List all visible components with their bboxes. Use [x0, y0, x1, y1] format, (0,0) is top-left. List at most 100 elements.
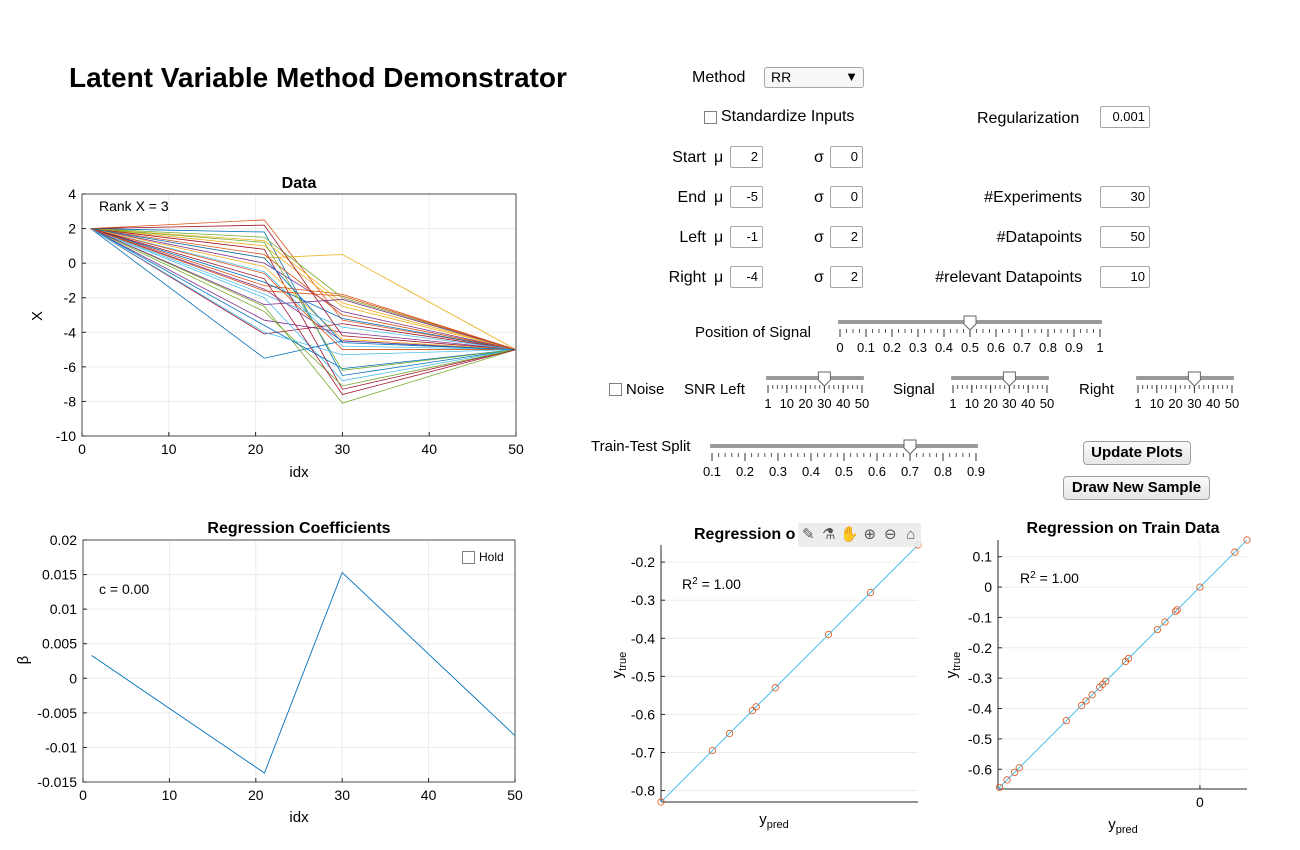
train-chart-title: Regression on Train Data [1027, 520, 1220, 537]
data-series-line [90, 228, 517, 350]
y-tick-label: -0.6 [968, 761, 992, 777]
slider-tick-label: 0.1 [857, 340, 875, 355]
left-mu-label: μ [714, 229, 724, 246]
train-chart-ylabel: ytrue [943, 652, 963, 678]
data-series-line [90, 228, 517, 350]
right-mu-label: μ [714, 269, 724, 286]
slider-tick-label: 40 [1021, 396, 1035, 411]
x-tick-label: 40 [421, 787, 437, 803]
slider-tick-label: 10 [1150, 396, 1164, 411]
snr-signal-label: Signal [893, 381, 935, 398]
test-chart-ylabel: ytrue [609, 652, 629, 678]
slider-tick-label: 1 [764, 396, 771, 411]
start-mu-field[interactable]: 2 [730, 146, 763, 168]
scatter-point [866, 588, 875, 597]
draw-new-sample-button[interactable]: Draw New Sample [1063, 476, 1210, 500]
y-tick-label: 4 [68, 186, 76, 202]
slider-tick-label: 1 [949, 396, 956, 411]
start-sigma-label: σ [814, 149, 824, 166]
end-mu-field[interactable]: -5 [730, 186, 763, 208]
data-series-line [90, 228, 517, 350]
brush-icon[interactable]: ✎ [801, 526, 815, 543]
home-icon[interactable]: ⌂ [906, 526, 916, 543]
data-series-line [90, 228, 517, 350]
relevant-datapoints-field[interactable]: 10 [1100, 266, 1150, 288]
data-series-line [90, 228, 517, 369]
scatter-point [1196, 583, 1204, 591]
scatter-point [771, 684, 779, 692]
position-signal-slider[interactable]: 0 0.1 0.2 0.3 0.4 0.5 0.6 0.7 0.8 0.9 1 [830, 312, 1110, 357]
slider-tick-label: 20 [1168, 396, 1182, 411]
scatter-point [824, 630, 833, 639]
y-tick-label: -0.01 [45, 739, 77, 755]
snr-left-slider[interactable]: 1 10 20 30 40 50 [760, 368, 872, 413]
scatter-point [1077, 701, 1086, 710]
end-label: End [677, 189, 706, 206]
train-r2-annotation: R2 = 1.00 [1020, 570, 1079, 586]
rank-annotation: Rank X = 3 [99, 198, 169, 214]
slider-tick-label: 0.1 [703, 464, 721, 479]
data-series-line [90, 219, 517, 350]
y-tick-label: 0.015 [42, 567, 77, 583]
pan-icon[interactable]: ✋ [840, 526, 859, 543]
left-mu-field[interactable]: -1 [730, 226, 763, 248]
coefficients-chart: Regression Coefficients 0 10 20 30 40 50 -0.01… [15, 520, 523, 826]
slider-track [710, 444, 978, 448]
snr-signal-slider[interactable]: 1 10 20 30 40 50 [945, 368, 1057, 413]
slider-thumb [963, 315, 977, 331]
x-tick-label: 50 [508, 441, 524, 457]
x-tick-label: 40 [421, 441, 437, 457]
coefficients-chart-title: Regression Coefficients [207, 520, 390, 537]
standardize-checkbox[interactable] [704, 111, 717, 124]
hold-checkbox[interactable] [462, 551, 475, 564]
split-slider[interactable]: 0.1 0.2 0.3 0.4 0.5 0.6 0.7 0.8 0.9 [702, 436, 992, 481]
method-value: RR [771, 69, 792, 85]
data-series-line [90, 228, 517, 350]
slider-tick-label: 20 [983, 396, 997, 411]
y-tick-label: -4 [64, 324, 77, 340]
scatter-point [1153, 625, 1162, 634]
y-tick-label: 0.02 [50, 532, 77, 548]
slider-tick-label: 10 [780, 396, 794, 411]
method-label: Method [692, 69, 746, 86]
slider-tick-label: 10 [965, 396, 979, 411]
start-mu-label: μ [714, 149, 724, 166]
x-tick-label: 30 [335, 441, 351, 457]
left-sigma-field[interactable]: 2 [830, 226, 863, 248]
data-series-line [90, 228, 517, 376]
right-mu-field[interactable]: -4 [730, 266, 763, 288]
slider-tick-label: 0.8 [934, 464, 952, 479]
data-series-line [90, 228, 517, 356]
y-tick-label: -2 [64, 290, 77, 306]
zoom-out-icon[interactable]: ⊖ [883, 526, 897, 543]
slider-tick-label: 50 [1225, 396, 1239, 411]
experiments-field[interactable]: 30 [1100, 186, 1150, 208]
method-dropdown[interactable]: RR ▼ [764, 67, 864, 88]
data-series-line [90, 228, 517, 350]
slider-tick-label: 1 [1134, 396, 1141, 411]
datapoints-field[interactable]: 50 [1100, 226, 1150, 248]
start-sigma-field[interactable]: 0 [830, 146, 863, 168]
datatip-icon[interactable]: ⚗ [822, 526, 836, 543]
snr-right-slider[interactable]: 1 10 20 30 40 50 [1130, 368, 1242, 413]
experiments-label: #Experiments [984, 189, 1082, 206]
x-tick-label: 0 [78, 441, 86, 457]
scatter-point [1088, 691, 1096, 699]
slider-tick-label: 0.9 [1065, 340, 1083, 355]
y-tick-label: -10 [56, 428, 76, 444]
end-sigma-field[interactable]: 0 [830, 186, 863, 208]
coefficient-line [91, 571, 516, 774]
slider-tick-label: 0.7 [1013, 340, 1031, 355]
slider-tick-label: 0.4 [935, 340, 953, 355]
noise-checkbox[interactable] [609, 383, 622, 396]
data-series-line [90, 228, 516, 350]
scatter-point [748, 707, 756, 715]
slider-tick-label: 0.2 [736, 464, 754, 479]
slider-tick-label: 0.3 [769, 464, 787, 479]
update-plots-button[interactable]: Update Plots [1083, 441, 1191, 465]
zoom-in-icon[interactable]: ⊕ [863, 526, 877, 543]
y-tick-label: 0 [984, 579, 992, 595]
right-sigma-field[interactable]: 2 [830, 266, 863, 288]
regularization-field[interactable]: 0.001 [1100, 106, 1150, 128]
scatter-point [1062, 717, 1070, 725]
